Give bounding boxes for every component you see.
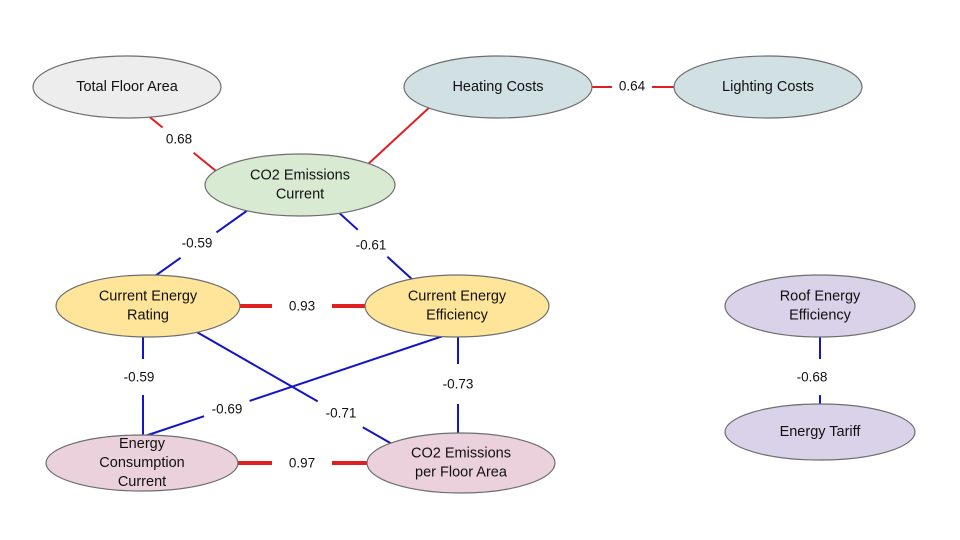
node-label: Total Floor Area [76,79,178,95]
node-label: Lighting Costs [722,79,814,95]
node-current-energy-rating: Current Energy Rating [55,274,241,338]
node-label: Current [276,187,324,203]
edge-current-energy-rating-to-current-energy-efficiency: 0.93 [240,299,365,314]
edge-line [192,151,217,172]
edge-co2-emissions-current-to-current-energy-rating: -0.59 [147,209,249,282]
edge-roof-energy-efficiency-to-energy-tariff: -0.68 [797,337,828,404]
node-ellipse [45,434,239,492]
edge-label: -0.73 [443,377,474,392]
edge-label: -0.59 [182,236,213,251]
node-ellipse [724,403,916,461]
node-ellipse [366,432,556,494]
edge-line [194,330,319,403]
edge-heating-costs-to-co2-emissions-current [365,104,433,167]
edge-co2-emissions-current-to-current-energy-efficiency: -0.61 [335,209,415,282]
node-energy-consumption-current: Energy Consumption Current [45,434,239,492]
node-label: CO2 Emissions [411,446,511,462]
edge-current-energy-rating-to-co2-emissions-per-floor-area: -0.71 [194,330,393,445]
edge-current-energy-efficiency-to-co2-emissions-per-floor-area: -0.73 [443,333,474,437]
edge-label: 0.97 [289,456,315,471]
node-ellipse [32,55,222,119]
edge-heating-costs-to-lighting-costs: 0.64 [592,79,674,94]
edge-line [215,209,249,234]
edge-line [365,104,433,167]
edge-label: 0.93 [289,299,315,314]
node-label: Current [118,474,166,490]
node-label: Current Energy [408,289,507,305]
node-ellipse [55,274,241,338]
edge-label: -0.59 [124,370,155,385]
node-co2-emissions-current: CO2 Emissions Current [204,153,396,217]
edge-label: -0.69 [212,402,243,417]
node-label: CO2 Emissions [250,168,350,184]
node-co2-emissions-per-floor-area: CO2 Emissions per Floor Area [366,432,556,494]
node-label: Rating [127,308,169,324]
node-label: Heating Costs [452,79,543,95]
node-label: per Floor Area [415,465,508,481]
edge-label: -0.61 [356,238,387,253]
node-roof-energy-efficiency: Roof Energy Efficiency [724,274,916,338]
node-label: Energy Tariff [780,424,862,440]
node-current-energy-efficiency: Current Energy Efficiency [364,274,550,338]
edge-line [386,256,415,282]
node-label: Consumption [99,455,184,471]
edge-line [362,426,393,445]
node-label: Energy [119,436,166,452]
node-label: Roof Energy [780,289,861,305]
node-label: Efficiency [789,308,852,324]
edge-energy-consumption-current-to-co2-emissions-per-floor-area: 0.97 [238,456,367,471]
node-ellipse [403,55,593,119]
edge-total-floor-area-to-co2-emissions-current: 0.68 [145,113,217,172]
edge-current-energy-rating-to-energy-consumption-current: -0.59 [124,335,155,437]
node-label: Efficiency [426,308,489,324]
node-ellipse [673,55,863,119]
node-heating-costs: Heating Costs [403,55,593,119]
edge-label: -0.71 [326,406,357,421]
node-ellipse [364,274,550,338]
node-ellipse [724,274,916,338]
edge-current-energy-efficiency-to-energy-consumption-current: -0.69 [141,332,453,438]
edge-label: 0.68 [166,132,192,147]
edge-line [141,415,205,438]
edge-line [249,332,453,402]
node-lighting-costs: Lighting Costs [673,55,863,119]
node-total-floor-area: Total Floor Area [32,55,222,119]
node-label: Current Energy [99,289,198,305]
edge-label: 0.64 [619,79,646,94]
node-energy-tariff: Energy Tariff [724,403,916,461]
edge-label: -0.68 [797,370,828,385]
node-ellipse [204,153,396,217]
